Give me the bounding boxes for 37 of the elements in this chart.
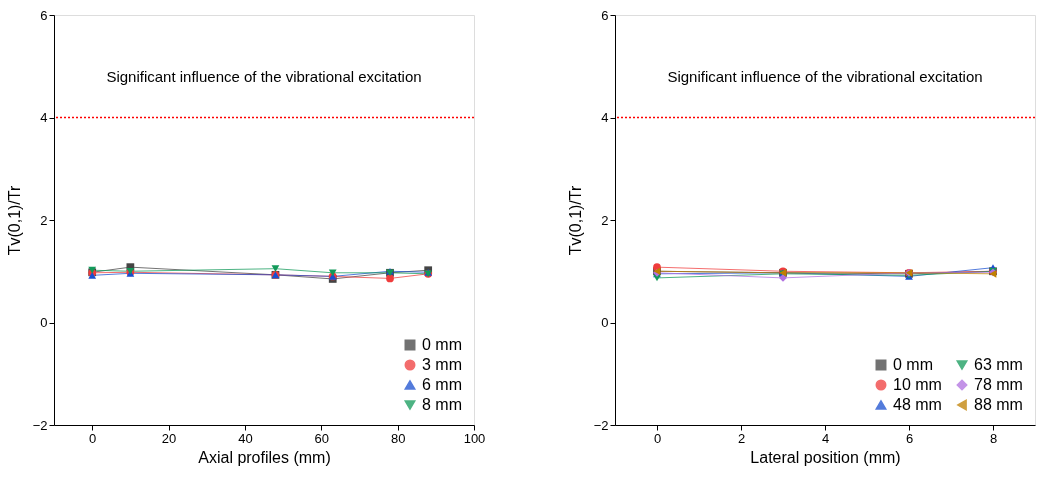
x-tick-label: 0 (653, 430, 662, 446)
x-tick-label: 20 (161, 430, 177, 446)
x-axis-title: Lateral position (mm) (750, 448, 901, 466)
x-tick-label: 0 (89, 430, 97, 446)
legend-label: 10 mm (893, 376, 942, 393)
x-tick-label: 2 (737, 430, 746, 446)
legend-label: 48 mm (893, 396, 942, 413)
y-tick-label: 0 (40, 315, 48, 330)
x-tick-label: 80 (390, 430, 406, 446)
annotation: Significant influence of the vibrational excitation (667, 68, 983, 85)
y-tick-label: 6 (40, 7, 48, 23)
y-axis-title: Tv(0,1)/Tr (5, 185, 23, 256)
x-tick-label: 100 (463, 430, 486, 446)
x-axis-title: Axial profiles (mm) (198, 448, 331, 466)
y-tick-label: −2 (32, 417, 48, 433)
x-tick-label: 8 (989, 430, 998, 446)
legend-label: 78 mm (974, 376, 1023, 393)
y-tick-label: 0 (601, 315, 609, 330)
legend-label: 0 mm (422, 336, 462, 353)
y-tick-label: 2 (40, 212, 48, 228)
annotation: Significant influence of the vibrational excitation (106, 68, 422, 85)
y-tick-label: 4 (40, 110, 48, 125)
legend-label: 63 mm (974, 356, 1023, 373)
legend-label: 8 mm (422, 396, 462, 413)
x-tick-label: 60 (314, 430, 330, 446)
y-tick-label: 2 (601, 212, 609, 228)
x-tick-label: 6 (905, 430, 914, 446)
y-tick-label: −2 (593, 417, 609, 433)
legend-label: 6 mm (422, 376, 462, 393)
y-tick-label: 6 (601, 7, 609, 23)
y-axis-title: Tv(0,1)/Tr (566, 185, 584, 256)
x-tick-label: 40 (238, 430, 253, 446)
x-tick-label: 4 (821, 430, 830, 446)
legend-label: 0 mm (893, 356, 933, 373)
legend-label: 88 mm (974, 396, 1023, 413)
y-tick-label: 4 (601, 110, 609, 125)
legend-label: 3 mm (422, 356, 462, 373)
